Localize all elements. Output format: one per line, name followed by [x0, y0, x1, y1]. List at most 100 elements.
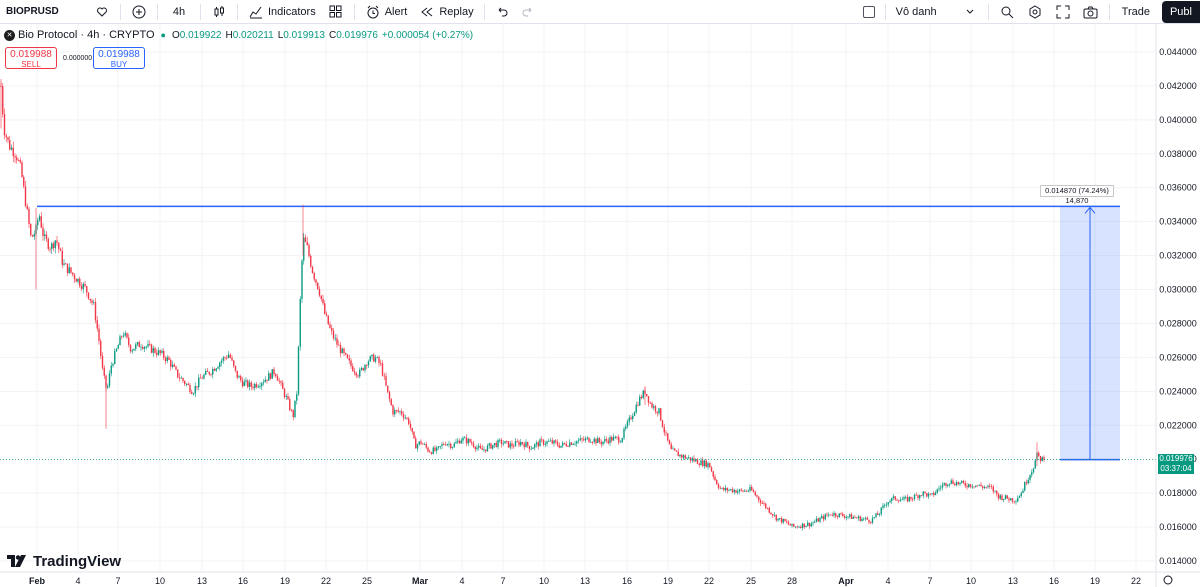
interval-button[interactable]: 4h — [172, 5, 186, 18]
candle-body — [945, 483, 947, 486]
add-symbol-button[interactable] — [125, 0, 153, 24]
candle-body — [220, 360, 223, 363]
candle-body — [476, 447, 478, 450]
candle-body — [45, 234, 48, 240]
layout-name-button[interactable]: Vô danh — [890, 0, 956, 24]
tradingview-watermark[interactable]: TradingView — [7, 553, 121, 570]
candle-body — [696, 459, 699, 464]
candle-body — [159, 350, 161, 353]
candle-body — [229, 354, 231, 358]
price-axis[interactable]: 0.044000 0.042000 0.040000 0.038000 0.036000… — [1155, 24, 1197, 587]
candle-body — [423, 444, 426, 445]
candle-body — [950, 480, 952, 484]
candle-body — [679, 454, 681, 457]
candle-body — [544, 443, 546, 445]
candle-body — [588, 437, 590, 443]
candle-body — [756, 495, 758, 497]
candle-body — [44, 234, 46, 237]
candle-body — [33, 234, 35, 237]
candle-body — [649, 402, 651, 404]
candle-body — [784, 518, 786, 522]
publish-button[interactable]: Publ — [1161, 1, 1200, 23]
candle-body — [241, 380, 244, 387]
redo-icon — [521, 4, 535, 20]
time-tick-label: 10 — [539, 576, 549, 586]
candle-body — [1017, 498, 1019, 502]
alert-label: Alert — [384, 5, 408, 18]
candle-body — [283, 388, 286, 398]
sell-label: SELL — [21, 60, 41, 69]
candle-body — [196, 386, 198, 388]
candle-body — [674, 448, 676, 451]
sell-button[interactable]: 0.019988 SELL — [5, 47, 57, 69]
fullscreen-button[interactable] — [1049, 0, 1077, 24]
chart-legend: ✕ Bio Protocol · 4h · CRYPTO ● O 0.019922… — [4, 29, 477, 41]
candle-body — [51, 243, 53, 249]
bio-logo-icon: ✕ — [4, 29, 15, 41]
trade-button[interactable]: Trade — [1121, 6, 1150, 18]
indicators-button[interactable]: Indicators — [242, 0, 322, 24]
toolbar-divider — [157, 3, 158, 20]
time-tick-label: 7 — [500, 576, 505, 586]
candle-body — [565, 443, 567, 447]
candle-body — [831, 515, 833, 516]
candle-body — [738, 489, 741, 492]
candle-body — [222, 357, 224, 361]
time-axis[interactable]: Feb 4 7 10 13 16 19 22 25 Mar 4 7 10 13 16 19 22 25 28 Apr 4… — [0, 571, 1200, 586]
price-chart[interactable]: 0.044000 0.042000 0.040000 0.038000 0.036000… — [0, 24, 1200, 587]
candle-body — [868, 519, 870, 523]
candle-body — [845, 516, 847, 518]
candle-body — [660, 408, 662, 421]
legend-title[interactable]: Bio Protocol · 4h · CRYPTO — [18, 29, 155, 41]
candle-body — [306, 241, 308, 246]
axis-settings-gear-icon[interactable] — [1163, 575, 1173, 585]
quick-search-button[interactable] — [993, 0, 1021, 24]
candle-body — [780, 518, 783, 523]
candle-body — [789, 524, 791, 526]
symbol-search-button[interactable]: BIOPRUSD — [6, 6, 59, 17]
candle-body — [210, 374, 212, 376]
settings-button[interactable] — [1021, 0, 1049, 24]
candle-body — [145, 346, 147, 348]
price-range-measure[interactable] — [1060, 206, 1120, 461]
redo-button[interactable] — [515, 0, 541, 24]
replay-button[interactable]: Replay — [413, 0, 479, 24]
legend-low-value: 0.019913 — [283, 29, 325, 41]
chart-type-button[interactable] — [205, 0, 233, 24]
candle-body — [668, 440, 671, 445]
snapshot-button[interactable] — [1077, 0, 1105, 24]
buy-button[interactable]: 0.019988 BUY — [93, 47, 145, 69]
candle-body — [812, 522, 814, 524]
time-tick-label: 28 — [787, 576, 797, 586]
layout-dropdown-button[interactable] — [956, 0, 984, 24]
candle-body — [1004, 495, 1007, 499]
indicators-label: Indicators — [268, 5, 316, 18]
layout-checkbox[interactable] — [857, 0, 881, 24]
candle-body — [1043, 457, 1045, 460]
candle-body — [908, 496, 910, 502]
candle-body — [373, 354, 375, 362]
candle-body — [341, 348, 343, 354]
templates-button[interactable] — [322, 0, 350, 24]
candle-body — [383, 375, 385, 377]
candle-body — [913, 494, 916, 500]
candle-body — [91, 300, 93, 303]
candle-body — [437, 446, 440, 448]
toolbar-divider — [483, 3, 485, 20]
market-status-dot-icon: ● — [160, 30, 166, 40]
undo-button[interactable] — [489, 0, 515, 24]
candle-body — [173, 364, 175, 367]
alert-button[interactable]: Alert — [359, 0, 414, 24]
candle-body — [563, 442, 566, 444]
candle-body — [1015, 501, 1017, 503]
candle-body — [287, 396, 289, 400]
time-tick-label: 13 — [580, 576, 590, 586]
candle-body — [278, 380, 280, 382]
candle-body — [208, 371, 210, 375]
candle-body — [138, 342, 140, 348]
candle-body — [514, 441, 517, 447]
candle-body — [271, 369, 273, 379]
candle-body — [892, 496, 895, 498]
compare-symbol-button[interactable] — [88, 0, 116, 24]
candle-body — [117, 345, 119, 349]
